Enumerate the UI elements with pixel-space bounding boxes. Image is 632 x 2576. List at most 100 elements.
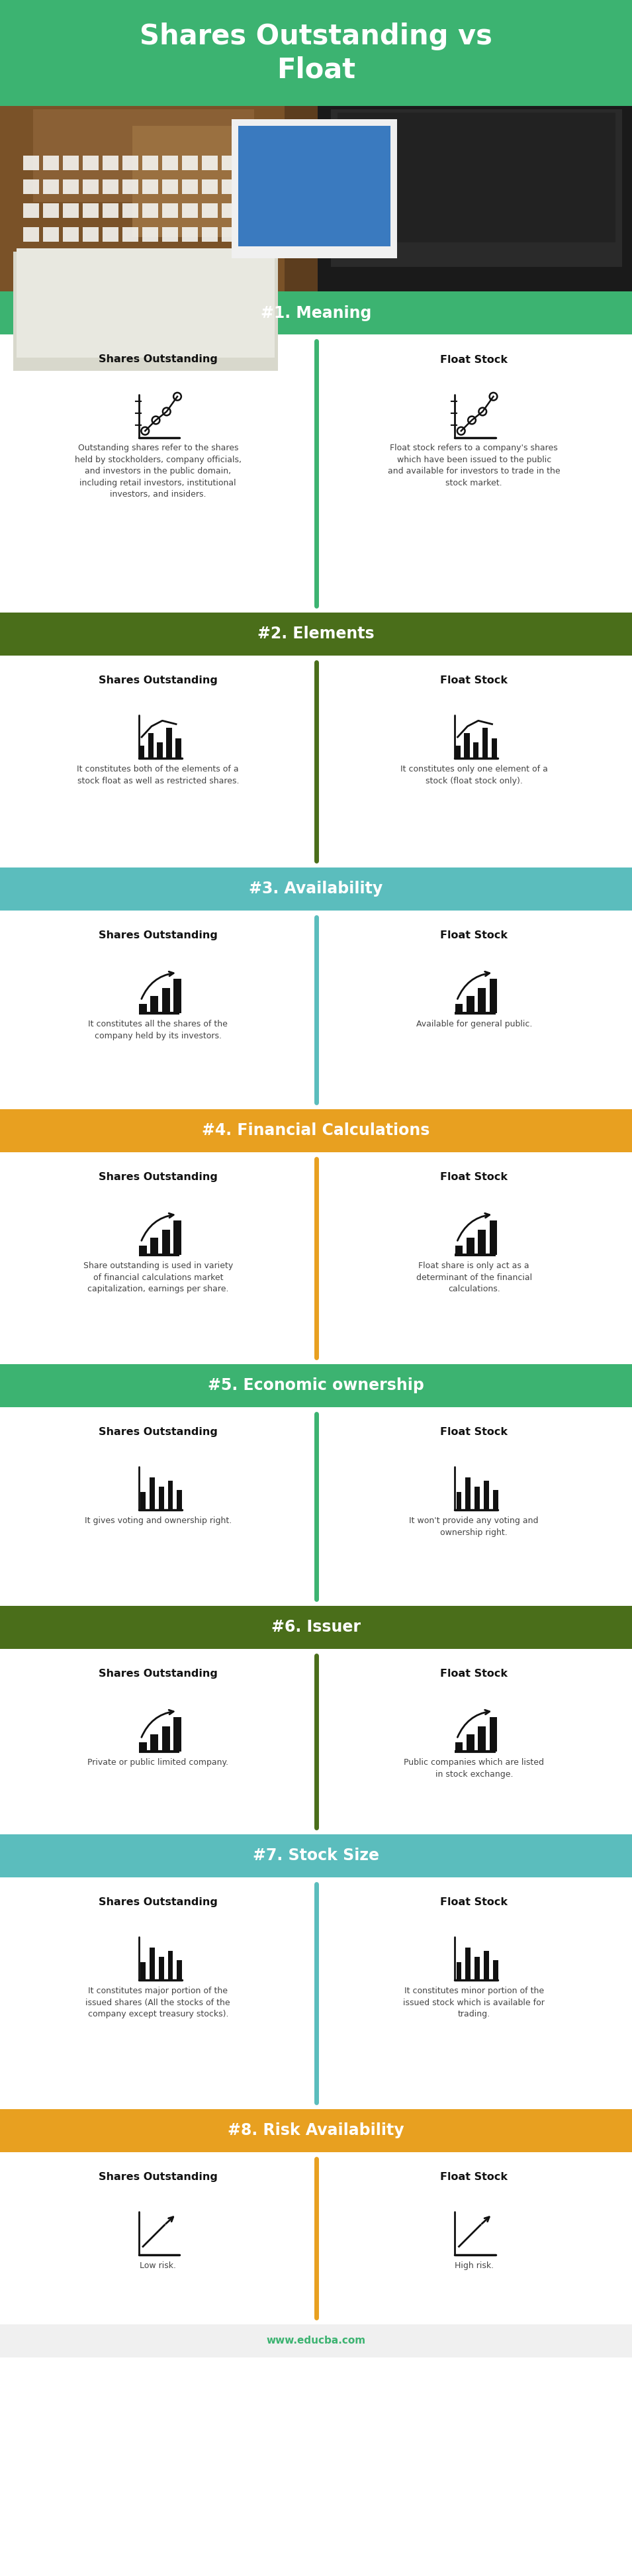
Bar <box>140 1963 145 1981</box>
Bar <box>23 227 39 242</box>
Bar <box>142 227 158 242</box>
Bar <box>43 180 59 193</box>
Bar <box>241 180 257 193</box>
Bar <box>0 1110 632 1151</box>
Bar <box>492 739 497 757</box>
Text: Float Stock: Float Stock <box>441 355 507 366</box>
Text: It constitutes minor portion of the
issued stock which is available for
trading.: It constitutes minor portion of the issu… <box>403 1986 545 2020</box>
Bar <box>456 1492 461 1510</box>
Bar <box>162 1229 170 1255</box>
Bar <box>478 1726 486 1752</box>
Text: It constitutes both of the elements of a
stock float as well as restricted share: It constitutes both of the elements of a… <box>77 765 239 786</box>
Bar <box>16 247 275 358</box>
Bar <box>142 204 158 219</box>
Bar <box>0 1406 632 1605</box>
Bar <box>63 155 79 170</box>
Text: Available for general public.: Available for general public. <box>416 1020 532 1028</box>
Bar <box>475 1958 480 1981</box>
Bar <box>123 155 138 170</box>
Text: Public companies which are listed
in stock exchange.: Public companies which are listed in sto… <box>404 1759 544 1777</box>
Bar <box>455 1247 463 1255</box>
Bar <box>102 227 118 242</box>
Bar <box>162 155 178 170</box>
Bar <box>202 227 218 242</box>
Bar <box>123 227 138 242</box>
FancyArrowPatch shape <box>458 971 490 999</box>
Text: Shares Outstanding: Shares Outstanding <box>99 930 217 940</box>
Bar <box>238 126 391 247</box>
Bar <box>455 1741 463 1752</box>
Bar <box>159 1958 164 1981</box>
Bar <box>174 979 181 1012</box>
Text: #1. Meaning: #1. Meaning <box>260 304 372 322</box>
Bar <box>0 335 632 613</box>
Bar <box>43 227 59 242</box>
Bar <box>142 155 158 170</box>
Bar <box>483 1950 489 1981</box>
Text: It won't provide any voting and
ownership right.: It won't provide any voting and ownershi… <box>410 1517 538 1538</box>
Bar <box>83 155 99 170</box>
Bar <box>157 742 162 757</box>
Bar <box>478 989 486 1012</box>
Bar <box>337 113 616 242</box>
Bar <box>0 1151 632 1365</box>
Bar <box>139 1005 147 1012</box>
Bar <box>102 180 118 193</box>
Bar <box>139 747 145 757</box>
Text: #6. Issuer: #6. Issuer <box>271 1620 361 1636</box>
Bar <box>123 180 138 193</box>
Bar <box>150 1947 155 1981</box>
Text: www.educba.com: www.educba.com <box>266 2336 366 2347</box>
Bar <box>0 1649 632 1834</box>
Bar <box>475 1486 480 1510</box>
Bar <box>222 204 238 219</box>
Bar <box>0 106 632 291</box>
Bar <box>490 1221 497 1255</box>
Bar <box>455 1005 463 1012</box>
Bar <box>63 227 79 242</box>
Bar <box>231 118 397 258</box>
Bar <box>241 227 257 242</box>
Text: Low risk.: Low risk. <box>140 2262 176 2269</box>
Bar <box>148 734 154 757</box>
Bar <box>0 0 632 106</box>
Bar <box>174 1718 181 1752</box>
Bar <box>150 1476 155 1510</box>
Bar <box>162 180 178 193</box>
Text: Shares Outstanding: Shares Outstanding <box>99 1669 217 1680</box>
Text: Shares Outstanding: Shares Outstanding <box>99 1172 217 1182</box>
Bar <box>166 726 172 757</box>
Bar <box>139 1247 147 1255</box>
Text: #2. Elements: #2. Elements <box>258 626 374 641</box>
Bar <box>83 180 99 193</box>
Bar <box>142 180 158 193</box>
Bar <box>23 204 39 219</box>
Text: Float Stock: Float Stock <box>441 1172 507 1182</box>
FancyArrowPatch shape <box>142 971 174 999</box>
Bar <box>0 291 632 335</box>
Text: #7. Stock Size: #7. Stock Size <box>253 1847 379 1865</box>
Bar <box>167 1950 173 1981</box>
Bar <box>0 2110 632 2151</box>
Bar <box>150 997 158 1012</box>
Text: It gives voting and ownership right.: It gives voting and ownership right. <box>85 1517 231 1525</box>
Bar <box>331 108 622 268</box>
Bar <box>241 204 257 219</box>
Bar <box>140 1492 145 1510</box>
Bar <box>466 1476 471 1510</box>
Text: It constitutes major portion of the
issued shares (All the stocks of the
company: It constitutes major portion of the issu… <box>86 1986 230 2020</box>
Text: Share outstanding is used in variety
of financial calculations market
capitaliza: Share outstanding is used in variety of … <box>83 1262 233 1293</box>
Bar <box>466 997 474 1012</box>
Text: Float share is only act as a
determinant of the financial
calculations.: Float share is only act as a determinant… <box>416 1262 532 1293</box>
Bar <box>482 726 488 757</box>
Bar <box>177 1960 182 1981</box>
Bar <box>23 180 39 193</box>
Bar <box>167 1481 173 1510</box>
Bar <box>490 1718 497 1752</box>
Bar <box>466 1734 474 1752</box>
Bar <box>83 204 99 219</box>
Bar <box>182 180 198 193</box>
Bar <box>241 155 257 170</box>
Bar <box>33 108 254 201</box>
Bar <box>478 1229 486 1255</box>
